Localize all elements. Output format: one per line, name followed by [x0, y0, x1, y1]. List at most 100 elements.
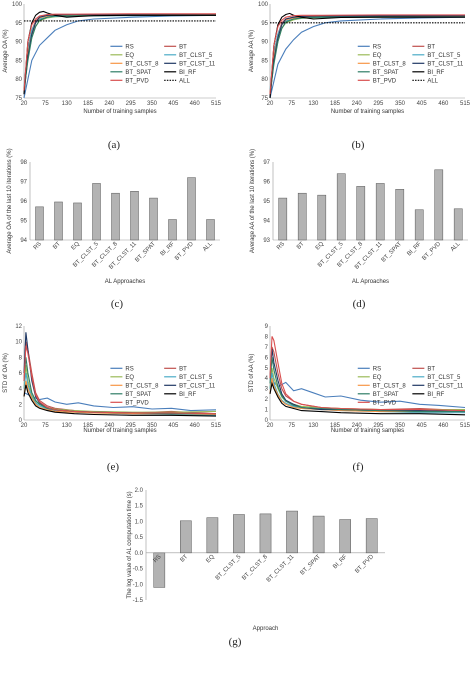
- x-axis-label: Number of training samples: [331, 428, 404, 434]
- panel-caption: (c): [111, 298, 124, 310]
- panel-caption: (e): [107, 461, 120, 473]
- series-line-rs: [269, 16, 466, 99]
- x-tick-label: 460: [438, 423, 449, 429]
- x-tick-label: 130: [308, 101, 319, 107]
- legend-label-bt-clst-5: BT_CLST_5: [179, 53, 213, 59]
- y-tick-label: 8: [265, 334, 269, 340]
- legend-label-bt-spat: BT_SPAT: [125, 392, 151, 398]
- x-tick-label: 130: [308, 423, 319, 429]
- panel-caption: (g): [229, 636, 242, 648]
- x-tick-label: 405: [417, 101, 428, 107]
- y-axis-label: Average OA (%): [3, 29, 9, 72]
- legend-label-bt-spat: BT_SPAT: [373, 70, 399, 76]
- bar-bt-clst-11: [286, 510, 298, 554]
- y-tick-label: 7: [265, 345, 269, 351]
- y-tick-label: 75: [261, 96, 268, 102]
- legend-label-bi-rf: BI_RF: [427, 70, 444, 76]
- bar-bt-clst-8: [111, 192, 120, 241]
- series-line-bt-pvd: [23, 13, 216, 91]
- legend-label-bt-clst-11: BT_CLST_11: [179, 61, 216, 67]
- panel-caption: (d): [353, 298, 366, 310]
- y-axis-label: STD of OA (%): [3, 353, 9, 393]
- chart-panel-f: 20 75 130 185 240 295 350 405 460 515 0 1 2 3 4 5 6 7 8 9 Nu…: [249, 324, 471, 473]
- y-tick-label: 1.5: [135, 504, 144, 510]
- x-tick-label: 515: [211, 101, 222, 107]
- y-axis-label: Average AA (%): [249, 30, 255, 72]
- bar-bt-spat: [395, 189, 405, 241]
- legend-label-bt: BT: [179, 366, 187, 372]
- series-line-bt-pvd: [23, 345, 217, 415]
- legend-label-all: ALL: [179, 78, 190, 84]
- legend-label-bt-pvd: BT_PVD: [125, 78, 149, 84]
- y-axis-label: Average AA of the last 10 iterations (%): [250, 149, 256, 253]
- legend-label-rs: RS: [125, 44, 133, 50]
- legend-label-bi-rf: BI_RF: [427, 392, 444, 398]
- y-tick-label: 5: [265, 366, 269, 372]
- legend-label-bt-spat: BT_SPAT: [373, 392, 399, 398]
- x-axis-label: Number of training samples: [83, 109, 156, 115]
- chart-panel-g: -1.5-1.0-0.50.00.51.01.52.0RS BT EQBT_CLST…: [127, 488, 385, 648]
- x-axis-label: AL Aproaches: [352, 279, 389, 285]
- x-tick-label: 75: [288, 101, 295, 107]
- x-tick-label: 240: [352, 101, 363, 107]
- series-line-bt-pvd: [269, 336, 466, 412]
- bar-bt-pvd: [365, 518, 378, 554]
- legend-label-bt-clst-8: BT_CLST_8: [125, 61, 159, 67]
- x-axis-label: Number of training samples: [83, 428, 156, 434]
- y-tick-label: 93: [263, 238, 270, 244]
- legend-label-bt-clst-8: BT_CLST_8: [373, 383, 407, 389]
- bar-bt: [297, 192, 307, 241]
- series-line-rs: [269, 377, 466, 409]
- legend-label-all: ALL: [427, 78, 438, 84]
- y-tick-label: 95: [15, 21, 22, 27]
- bar-bi-rf: [339, 519, 351, 554]
- x-tick-label: 460: [190, 423, 201, 429]
- legend-label-bt-clst-8: BT_CLST_8: [373, 61, 407, 67]
- x-tick-label-bt-clst-8: BT_CLST_8: [241, 554, 269, 582]
- y-tick-label: 90: [15, 40, 22, 46]
- series-line-rs: [23, 392, 217, 412]
- legend-label-eq: EQ: [125, 375, 134, 381]
- x-tick-label-bt: BT: [296, 241, 306, 251]
- y-tick-label: 0: [19, 418, 23, 424]
- y-tick-label: -1.0: [133, 582, 144, 588]
- x-tick-label-rs: RS: [276, 241, 286, 251]
- bar-all: [206, 219, 215, 241]
- panel-caption: (b): [352, 139, 365, 151]
- y-tick-label: 12: [15, 324, 22, 330]
- y-tick-label: 94: [263, 219, 270, 225]
- bar-bt-clst-8: [356, 186, 366, 241]
- x-tick-label: 185: [330, 101, 341, 107]
- legend-label-rs: RS: [373, 44, 381, 50]
- y-tick-label: 95: [263, 199, 270, 205]
- series-line-bi-rf: [23, 384, 217, 417]
- x-tick-label: 185: [330, 423, 341, 429]
- legend-label-bt-clst-5: BT_CLST_5: [427, 53, 461, 59]
- x-tick-label-all: ALL: [202, 241, 214, 253]
- x-tick-label-bt-clst-11: BT_CLST_11: [266, 554, 296, 584]
- bar-bt-spat: [312, 515, 325, 554]
- y-tick-label: 1.0: [135, 519, 144, 525]
- series-line-bt-spat: [269, 357, 465, 413]
- x-tick-label: 240: [352, 423, 363, 429]
- bar-bt-clst-5: [336, 173, 346, 241]
- x-tick-label: 130: [62, 423, 73, 429]
- y-tick-label: 4: [265, 376, 269, 382]
- bar-bt-clst-11: [375, 183, 385, 241]
- legend-label-bi-rf: BI_RF: [179, 392, 196, 398]
- bar-eq: [206, 517, 219, 554]
- bar-bt-clst-5: [233, 514, 245, 554]
- bar-all: [453, 208, 463, 241]
- y-tick-label: 75: [15, 96, 22, 102]
- legend-label-bi-rf: BI_RF: [179, 70, 196, 76]
- y-tick-label: 95: [261, 21, 268, 27]
- x-tick-label: 20: [21, 101, 28, 107]
- y-tick-label: 95: [20, 219, 27, 225]
- y-tick-label: 10: [15, 340, 22, 346]
- legend-label-bt-clst-8: BT_CLST_8: [125, 383, 159, 389]
- x-tick-label-all: ALL: [450, 241, 462, 253]
- bar-bt-clst-5: [92, 183, 101, 241]
- x-axis-label: AL Approaches: [105, 279, 145, 285]
- legend-label-bt: BT: [179, 44, 187, 50]
